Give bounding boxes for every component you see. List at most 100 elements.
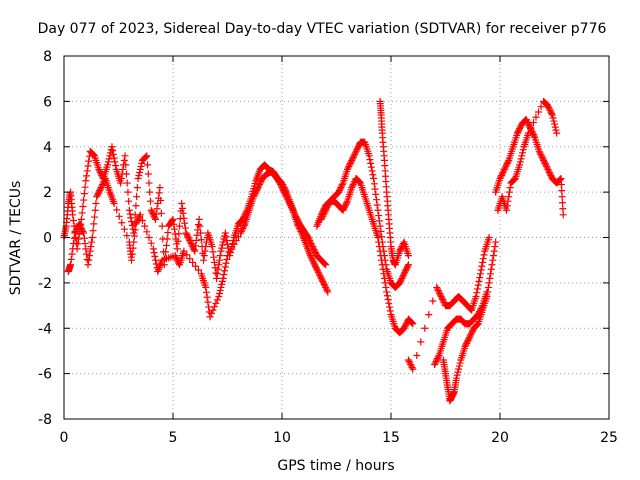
data-point <box>474 281 482 289</box>
data-point <box>398 274 406 282</box>
data-point <box>513 129 521 137</box>
data-point <box>285 199 293 207</box>
data-point <box>386 303 394 311</box>
data-point <box>372 190 380 198</box>
data-point <box>113 206 121 214</box>
data-point <box>320 280 328 288</box>
data-point <box>524 120 532 128</box>
data-point <box>138 159 146 167</box>
data-point <box>337 184 345 192</box>
data-point <box>129 244 137 252</box>
data-point <box>473 289 481 297</box>
data-point <box>209 306 217 314</box>
data-point <box>130 229 138 237</box>
data-point <box>304 234 312 241</box>
data-point <box>173 255 181 263</box>
data-point <box>135 171 143 179</box>
data-point <box>150 249 158 257</box>
data-point <box>181 219 189 227</box>
data-point <box>220 271 228 279</box>
data-point <box>540 158 548 166</box>
data-point <box>180 214 188 222</box>
data-points <box>60 97 567 405</box>
data-point <box>322 285 330 293</box>
data-point <box>402 321 410 329</box>
data-point <box>137 162 145 170</box>
data-point <box>382 283 390 291</box>
data-point <box>527 124 535 132</box>
data-point <box>134 175 142 183</box>
data-point <box>348 156 356 164</box>
data-point <box>558 193 566 201</box>
data-point <box>510 176 518 184</box>
data-point <box>88 238 96 246</box>
data-point <box>133 218 141 226</box>
data-point <box>505 193 513 201</box>
data-point <box>528 128 536 136</box>
y-tick-label: -2 <box>38 276 52 292</box>
data-point <box>277 181 285 189</box>
series-sat-a <box>60 143 330 282</box>
data-point <box>173 245 181 253</box>
data-point <box>151 214 159 222</box>
data-point <box>350 179 358 187</box>
data-point <box>537 152 545 160</box>
data-point <box>136 212 144 220</box>
data-point <box>402 320 410 328</box>
data-point <box>488 261 496 269</box>
data-point <box>383 288 391 296</box>
data-point <box>216 286 224 294</box>
data-point <box>367 163 375 171</box>
data-point <box>256 179 264 187</box>
data-point <box>479 255 487 263</box>
x-axis-label: GPS time / hours <box>277 458 394 474</box>
data-point <box>548 111 556 119</box>
data-point <box>435 288 443 296</box>
data-point <box>111 158 119 166</box>
data-point <box>530 132 538 140</box>
data-point <box>429 297 437 305</box>
data-point <box>546 106 554 114</box>
data-point <box>346 161 354 169</box>
data-point <box>322 283 330 291</box>
y-tick-label: 4 <box>43 140 52 156</box>
data-point <box>368 167 376 175</box>
data-point <box>78 226 86 234</box>
data-point <box>338 181 346 189</box>
data-point <box>404 356 412 364</box>
data-point <box>212 299 220 307</box>
data-point <box>491 243 499 251</box>
data-point <box>375 212 383 220</box>
data-point <box>545 105 553 113</box>
data-point <box>209 248 217 256</box>
data-point <box>124 188 132 196</box>
data-point <box>311 247 319 255</box>
data-point <box>551 123 559 131</box>
data-point <box>371 185 379 193</box>
data-point <box>323 286 331 294</box>
data-point <box>497 173 505 181</box>
data-point <box>120 156 128 164</box>
data-point <box>396 277 404 285</box>
data-point <box>434 286 442 294</box>
data-point <box>147 239 155 247</box>
x-tick-label: 0 <box>60 430 69 446</box>
y-tick-label: 0 <box>43 231 52 247</box>
data-point <box>558 187 566 195</box>
data-point <box>70 234 78 242</box>
data-point <box>347 158 355 166</box>
data-point <box>69 216 77 224</box>
data-point <box>179 209 187 217</box>
data-point <box>78 209 86 217</box>
data-point <box>294 221 302 229</box>
data-point <box>352 147 360 155</box>
data-point <box>308 241 316 249</box>
data-point <box>374 206 382 214</box>
data-point <box>544 165 552 173</box>
data-point <box>322 261 330 269</box>
data-point <box>221 232 229 240</box>
data-point <box>175 230 183 238</box>
data-point <box>194 221 202 229</box>
data-point <box>75 220 83 228</box>
data-point <box>128 256 136 264</box>
